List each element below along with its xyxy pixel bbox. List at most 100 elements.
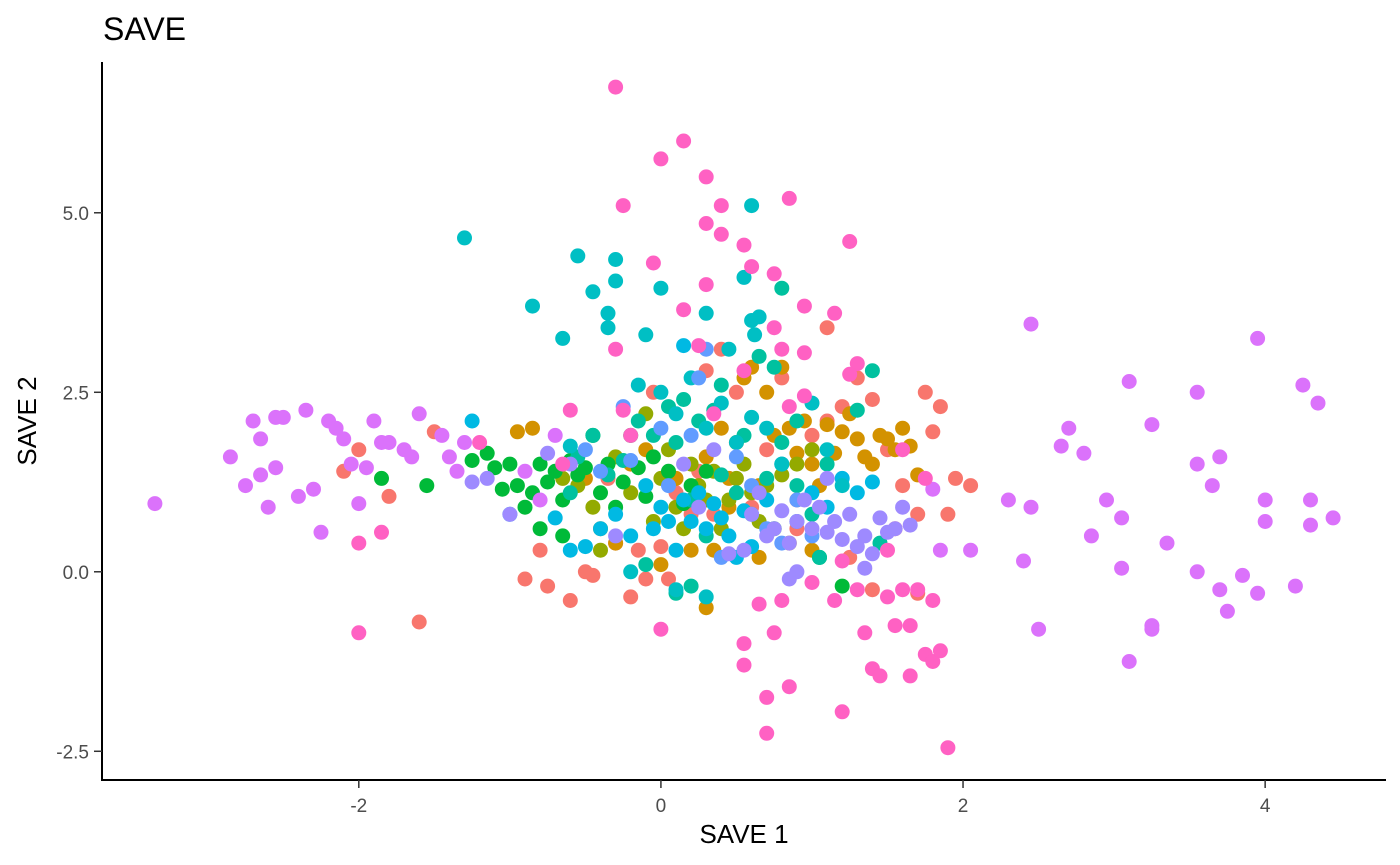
data-point <box>1295 377 1311 393</box>
y-tick-label: 2.5 <box>63 383 89 404</box>
data-point <box>676 133 692 149</box>
data-point <box>555 456 571 472</box>
data-point <box>502 506 518 522</box>
data-point <box>789 456 805 472</box>
data-point <box>1114 510 1130 526</box>
data-point <box>948 470 963 486</box>
data-point <box>736 363 752 379</box>
data-point <box>812 549 827 565</box>
data-point <box>849 402 865 418</box>
data-point <box>1083 528 1099 544</box>
data-point <box>759 470 775 486</box>
data-point <box>608 79 624 95</box>
data-point <box>449 463 465 479</box>
data-point <box>774 503 790 519</box>
data-point <box>917 470 933 486</box>
data-point <box>1204 478 1220 494</box>
data-point <box>917 384 933 400</box>
data-point <box>895 499 911 515</box>
data-point <box>1257 514 1273 529</box>
data-point <box>857 560 873 576</box>
data-point <box>925 654 941 669</box>
data-point <box>781 679 797 695</box>
data-point <box>789 478 805 494</box>
data-point <box>653 280 669 296</box>
data-point <box>464 413 480 429</box>
data-point <box>834 578 850 594</box>
data-point <box>1189 564 1205 580</box>
data-point <box>1099 492 1114 508</box>
data-point <box>1023 499 1039 515</box>
data-point <box>676 392 692 407</box>
data-point <box>441 449 457 465</box>
data-point <box>819 320 835 336</box>
data-point <box>789 514 805 529</box>
y-tick-label: -2.5 <box>56 742 89 763</box>
data-point <box>411 406 427 422</box>
data-point <box>895 442 911 458</box>
data-point <box>623 528 639 544</box>
data-point <box>653 151 669 167</box>
data-point <box>298 402 314 418</box>
data-point <box>562 438 578 454</box>
data-point <box>562 542 578 558</box>
data-point <box>698 277 714 293</box>
data-point <box>479 445 495 461</box>
data-point <box>804 442 820 458</box>
data-point <box>517 571 533 587</box>
data-point <box>751 596 767 612</box>
data-point <box>351 442 367 458</box>
data-point <box>472 435 488 450</box>
data-point <box>706 442 722 458</box>
data-point <box>864 582 880 598</box>
data-point <box>1287 578 1303 594</box>
data-point <box>751 348 767 364</box>
data-point <box>766 521 782 537</box>
data-point <box>600 320 616 336</box>
data-point <box>766 266 782 282</box>
y-axis-ticks: -2.5 0.0 2.5 5.0 <box>56 204 102 763</box>
data-point <box>532 542 548 558</box>
data-point <box>736 237 752 253</box>
data-point <box>517 499 533 515</box>
data-point <box>1121 374 1137 389</box>
data-point <box>774 435 790 450</box>
data-point <box>260 499 276 515</box>
data-point <box>940 740 956 756</box>
data-point <box>562 485 578 501</box>
data-point <box>728 435 744 450</box>
data-point <box>1189 456 1205 472</box>
data-point <box>517 463 533 479</box>
data-point <box>577 539 593 555</box>
data-point <box>819 442 835 458</box>
data-point <box>411 614 427 630</box>
data-point <box>849 582 865 598</box>
data-point <box>494 481 510 497</box>
data-point <box>698 420 714 436</box>
data-point <box>653 384 669 400</box>
x-axis-ticks: -2 0 2 4 <box>350 780 1271 817</box>
data-point <box>819 524 835 540</box>
data-point <box>608 341 624 357</box>
data-point <box>668 582 684 598</box>
data-point <box>1000 492 1016 508</box>
data-point <box>744 506 760 522</box>
data-point <box>895 582 911 598</box>
data-point <box>1250 330 1266 346</box>
data-point <box>781 535 797 551</box>
data-point <box>479 470 495 486</box>
data-point <box>419 478 435 494</box>
data-point <box>864 474 880 490</box>
data-point <box>796 388 812 404</box>
data-point <box>343 456 359 472</box>
data-point <box>691 499 707 515</box>
data-point <box>880 589 895 605</box>
data-point <box>653 420 669 436</box>
data-point <box>562 402 578 418</box>
data-point <box>1212 449 1228 465</box>
data-point <box>857 528 873 544</box>
data-point <box>895 420 911 436</box>
data-point <box>880 542 895 558</box>
data-point <box>457 230 472 246</box>
data-point <box>963 542 979 558</box>
